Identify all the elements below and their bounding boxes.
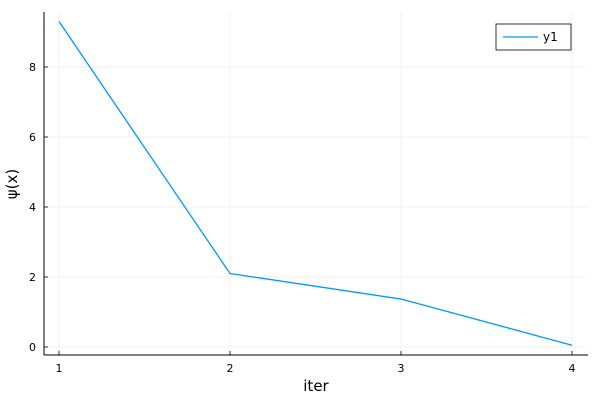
x-axis-label: iter [303, 377, 329, 395]
x-tick-label: 4 [569, 362, 576, 375]
legend: y1 [495, 23, 572, 51]
series-lines [58, 21, 573, 346]
x-tick-label: 2 [227, 362, 234, 375]
y-tick-label: 6 [29, 131, 36, 144]
y-tick-label: 2 [29, 271, 36, 284]
y-tick-label: 4 [29, 201, 36, 214]
x-tick-label: 3 [398, 362, 405, 375]
x-tick-label: 1 [56, 362, 63, 375]
legend-label-y1: y1 [543, 30, 558, 44]
tick-labels: 1 2 3 4 0 2 4 6 8 [29, 61, 576, 375]
y-tick-label: 0 [29, 341, 36, 354]
grid-lines [44, 12, 588, 355]
axes [43, 12, 588, 356]
y-tick-label: 8 [29, 61, 36, 74]
y-axis-label: ψ(x) [3, 169, 21, 199]
series-line-y1 [58, 21, 573, 346]
